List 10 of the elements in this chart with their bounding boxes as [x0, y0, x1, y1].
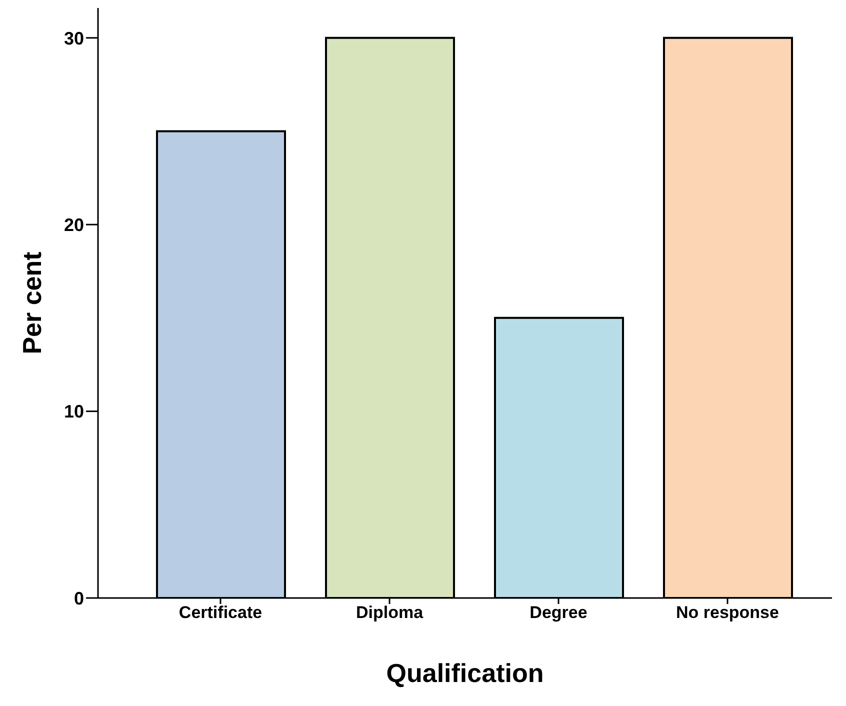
x-tick-label: No response — [676, 603, 779, 622]
x-tick-label: Certificate — [178, 603, 262, 622]
y-tick-label: 0 — [74, 588, 84, 608]
y-tick-label: 30 — [64, 28, 84, 48]
y-tick-label: 10 — [64, 402, 84, 422]
x-axis-title: Qualification — [386, 658, 544, 688]
y-axis-title: Per cent — [17, 251, 47, 354]
y-tick-label: 20 — [64, 214, 84, 235]
x-tick-label: Diploma — [356, 603, 424, 622]
x-tick-label: Degree — [530, 603, 588, 622]
